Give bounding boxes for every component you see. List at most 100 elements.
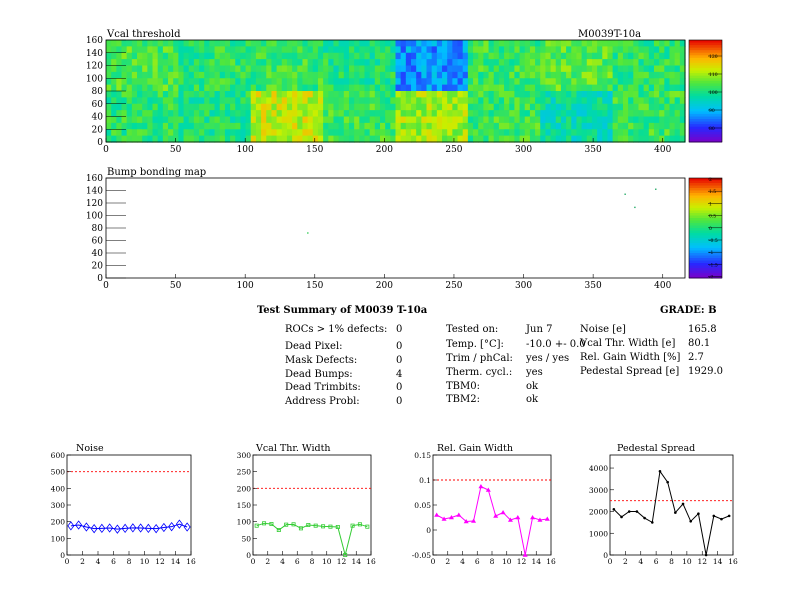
heatmap-cell bbox=[126, 110, 133, 118]
heatmap-cell bbox=[328, 103, 335, 111]
heatmap-cell bbox=[162, 52, 169, 60]
heatmap-cell bbox=[467, 97, 474, 105]
heatmap-cell bbox=[214, 129, 221, 137]
heatmap-cell bbox=[504, 116, 510, 124]
heatmap-cell bbox=[638, 59, 645, 67]
heatmap-cell bbox=[292, 84, 298, 92]
heatmap-cell bbox=[379, 59, 386, 67]
heatmap-cell bbox=[126, 135, 133, 143]
heatmap-cell bbox=[214, 46, 221, 54]
heatmap-cell bbox=[323, 40, 329, 47]
heatmap-cell bbox=[173, 135, 179, 143]
cond-value-tested: Jun 7 bbox=[526, 324, 553, 335]
heatmap-cell bbox=[457, 135, 464, 143]
heatmap-cell bbox=[338, 122, 345, 130]
heatmap-cell bbox=[628, 97, 634, 105]
heatmap-cell bbox=[426, 84, 433, 92]
heatmap-cell bbox=[529, 46, 536, 54]
heatmap-cell bbox=[467, 110, 474, 118]
heatmap-cell bbox=[633, 91, 640, 98]
heatmap-cell bbox=[354, 97, 360, 105]
heatmap-cell bbox=[137, 103, 143, 111]
heatmap-cell bbox=[343, 84, 350, 92]
colorbar-band bbox=[689, 275, 722, 279]
heatmap-cell bbox=[199, 91, 205, 98]
data-point bbox=[697, 512, 700, 515]
heatmap-cell bbox=[633, 71, 640, 79]
heatmap-cell bbox=[312, 116, 319, 124]
heatmap-cell bbox=[271, 97, 278, 105]
heatmap-cell bbox=[447, 52, 453, 60]
colorbar-band bbox=[689, 258, 722, 261]
x-tick-label: 0 bbox=[608, 557, 613, 566]
heatmap-cell bbox=[111, 122, 117, 130]
heatmap-cell bbox=[183, 84, 190, 92]
heatmap-cell bbox=[436, 129, 443, 137]
heatmap-cell bbox=[168, 97, 174, 105]
heatmap-cell bbox=[581, 65, 588, 73]
heatmap-cell bbox=[183, 65, 190, 73]
heatmap-cell bbox=[483, 135, 490, 143]
heatmap-cell bbox=[286, 40, 293, 47]
heatmap-cell bbox=[230, 84, 236, 92]
colorbar-band bbox=[689, 70, 722, 74]
heatmap-cell bbox=[395, 52, 402, 60]
heatmap-cell bbox=[457, 78, 464, 86]
heatmap-cell bbox=[281, 135, 288, 143]
y-tick-label: 0 bbox=[60, 551, 65, 560]
heatmap-cell bbox=[385, 46, 391, 54]
heatmap-cell bbox=[457, 40, 464, 47]
roc-bottom_row-2 bbox=[250, 91, 324, 143]
heatmap-cell bbox=[529, 52, 536, 60]
heatmap-cell bbox=[359, 122, 366, 130]
heatmap-cell bbox=[493, 46, 500, 54]
heatmap-cell bbox=[586, 78, 593, 86]
heatmap-cell bbox=[659, 52, 665, 60]
heatmap-cell bbox=[550, 91, 557, 98]
colorbar-band bbox=[689, 40, 722, 44]
heatmap-cell bbox=[193, 40, 200, 47]
heatmap-cell bbox=[550, 116, 557, 124]
heatmap-cell bbox=[571, 91, 578, 98]
heatmap-cell bbox=[452, 78, 459, 86]
heatmap-cell bbox=[152, 135, 159, 143]
heatmap-cell bbox=[426, 59, 433, 67]
data-point bbox=[67, 521, 75, 531]
data-point bbox=[456, 512, 462, 517]
colorbar-tick-label: 110 bbox=[709, 72, 718, 78]
heatmap-cell bbox=[540, 91, 547, 98]
heatmap-cell bbox=[354, 65, 360, 73]
heatmap-cell bbox=[230, 40, 236, 47]
heatmap-cell bbox=[302, 84, 309, 92]
heatmap-cell bbox=[467, 91, 474, 98]
heatmap-cell bbox=[586, 59, 593, 67]
heatmap-cell bbox=[535, 78, 541, 86]
heatmap-cell bbox=[338, 110, 345, 118]
heatmap-cell bbox=[297, 91, 304, 98]
heatmap-cell bbox=[235, 59, 242, 67]
heatmap-cell bbox=[395, 110, 402, 118]
heatmap-cell bbox=[400, 71, 407, 79]
heatmap-cell bbox=[628, 91, 634, 98]
heatmap-cell bbox=[571, 46, 578, 54]
heatmap-cell bbox=[106, 52, 112, 60]
heatmap-cell bbox=[560, 84, 567, 92]
heatmap-cell bbox=[540, 65, 547, 73]
heatmap-cell bbox=[550, 129, 557, 137]
heatmap-cell bbox=[292, 97, 298, 105]
heatmap-cell bbox=[364, 46, 371, 54]
heatmap-cell bbox=[674, 46, 681, 54]
heatmap-cell bbox=[193, 122, 200, 130]
heatmap-cell bbox=[442, 78, 448, 86]
heatmap-cell bbox=[571, 59, 578, 67]
heatmap-cell bbox=[416, 110, 422, 118]
heatmap-cell bbox=[664, 40, 671, 47]
heatmap-cell bbox=[343, 135, 350, 143]
dead-bump-point bbox=[624, 193, 626, 195]
heatmap-cell bbox=[560, 91, 567, 98]
heatmap-cell bbox=[245, 116, 252, 124]
heatmap-cell bbox=[431, 59, 438, 67]
heatmap-cell bbox=[467, 40, 474, 47]
heatmap-cell bbox=[571, 116, 578, 124]
heatmap-cell bbox=[509, 46, 516, 54]
